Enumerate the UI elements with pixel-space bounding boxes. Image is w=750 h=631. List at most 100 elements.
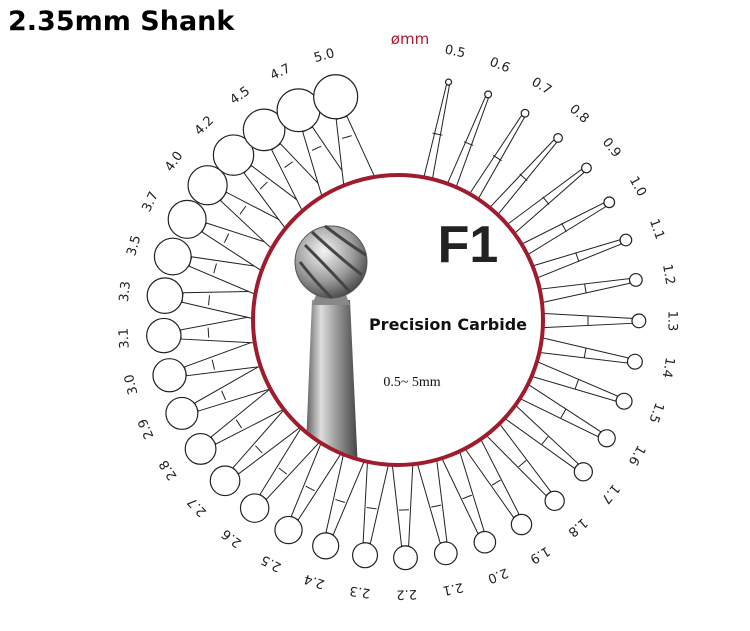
- size-label: 1.4: [659, 356, 677, 379]
- bur-ring-line: [463, 141, 474, 146]
- bur-head: [209, 465, 241, 497]
- bur-ring-line: [518, 459, 527, 468]
- size-label: 0.5: [443, 43, 466, 62]
- size-label: 1.6: [625, 442, 648, 467]
- subtitle: Precision Carbide: [369, 315, 527, 334]
- bur-head: [242, 108, 286, 152]
- bur-ring-line: [213, 263, 217, 274]
- bur-ring-line: [278, 467, 288, 475]
- bur-ring-line: [462, 494, 473, 500]
- size-label: 1.9: [527, 543, 552, 567]
- bur-ring-line: [541, 436, 549, 445]
- size-label: 1.5: [645, 400, 666, 425]
- bur-head: [313, 74, 359, 120]
- bur-head: [603, 196, 616, 209]
- bur-shank: [534, 278, 631, 305]
- bur-ring-line: [239, 205, 247, 215]
- bur-head: [187, 165, 228, 206]
- bur-head: [473, 530, 497, 554]
- bur-ring-line: [583, 347, 587, 358]
- bur-head: [553, 133, 564, 143]
- bur-head: [152, 358, 187, 393]
- size-label: 2.7: [185, 494, 210, 519]
- size-label: 1.7: [598, 481, 623, 507]
- bur-shank: [422, 84, 450, 185]
- bur-ring-line: [519, 173, 528, 182]
- bur-ring-line: [575, 252, 580, 262]
- bur-head: [274, 515, 303, 545]
- bur-head: [351, 542, 379, 569]
- size-label: 4.0: [162, 149, 186, 175]
- size-label: 0.8: [566, 102, 591, 127]
- model: F1: [438, 216, 499, 274]
- bur-ring: [146, 74, 647, 571]
- bur-head: [184, 432, 217, 465]
- bur-shank: [391, 459, 414, 547]
- bur-ring-line: [335, 498, 345, 503]
- size-label: 4.5: [227, 84, 253, 108]
- size-label: 2.1: [441, 579, 464, 598]
- bur-ring-line: [207, 327, 210, 338]
- size-label: 4.7: [268, 61, 293, 83]
- bur-ring-line: [305, 485, 315, 492]
- bur-head: [444, 78, 453, 86]
- bur-head: [631, 313, 647, 329]
- bur-ring-line: [492, 155, 502, 162]
- size-label: 2.0: [485, 564, 510, 586]
- bur-head: [581, 162, 592, 174]
- bur-head: [146, 277, 184, 314]
- size-label: 2.9: [135, 416, 157, 441]
- bur-ring-line: [366, 506, 377, 510]
- bur-shank: [362, 456, 391, 544]
- bur-head: [544, 490, 565, 512]
- size-label: 1.8: [565, 515, 590, 540]
- bur-ring-line: [211, 359, 215, 370]
- bur-head: [153, 237, 192, 276]
- bur-head: [239, 493, 270, 523]
- size-label: 1.0: [626, 174, 649, 199]
- bur-shank: [537, 312, 633, 329]
- bur-ring-line: [574, 379, 579, 390]
- bur-shank: [485, 139, 558, 220]
- title: 2.35mm Shank: [8, 6, 235, 37]
- bur-head: [312, 532, 340, 560]
- size-label: 3.1: [116, 327, 132, 349]
- bur-head: [573, 462, 593, 482]
- bur-ring-line: [255, 445, 263, 454]
- bur-ring-line: [341, 135, 352, 139]
- bur-ring-line: [208, 295, 211, 306]
- bur-ring-line: [223, 233, 230, 243]
- bur-ring-line: [560, 409, 567, 419]
- size-label: 2.4: [302, 571, 326, 592]
- unit-label: ømm: [391, 30, 429, 48]
- range: 0.5~ 5mm: [383, 375, 440, 390]
- bur-shank: [180, 314, 260, 344]
- bur-ring-line: [491, 479, 501, 486]
- size-label: 2.2: [396, 586, 417, 602]
- bur-ring-line: [431, 504, 442, 508]
- size-label: 3.3: [117, 280, 134, 302]
- size-label: 0.7: [529, 75, 554, 99]
- bur-ring-line: [284, 161, 293, 168]
- size-label: 1.1: [646, 217, 667, 241]
- bur-head: [510, 513, 533, 536]
- bur-head: [165, 396, 199, 430]
- size-label: 3.5: [124, 234, 144, 258]
- bur-ring-line: [432, 132, 443, 136]
- size-label: 2.3: [349, 582, 372, 600]
- size-label: 3.0: [122, 373, 141, 397]
- bur-ring-line: [235, 419, 243, 429]
- bur-ring-line: [221, 390, 227, 401]
- bur-ring-line: [311, 145, 322, 151]
- size-label: 2.6: [219, 526, 245, 550]
- bur-head: [619, 233, 633, 247]
- size-label: 1.3: [664, 311, 679, 332]
- bur-shank: [415, 454, 448, 544]
- bur-head: [597, 429, 616, 448]
- bur-ring-line: [584, 283, 587, 294]
- bur-shank: [533, 336, 629, 364]
- size-label: 1.2: [659, 263, 677, 286]
- bur-ring-line: [561, 222, 567, 233]
- size-label: 4.2: [192, 113, 217, 138]
